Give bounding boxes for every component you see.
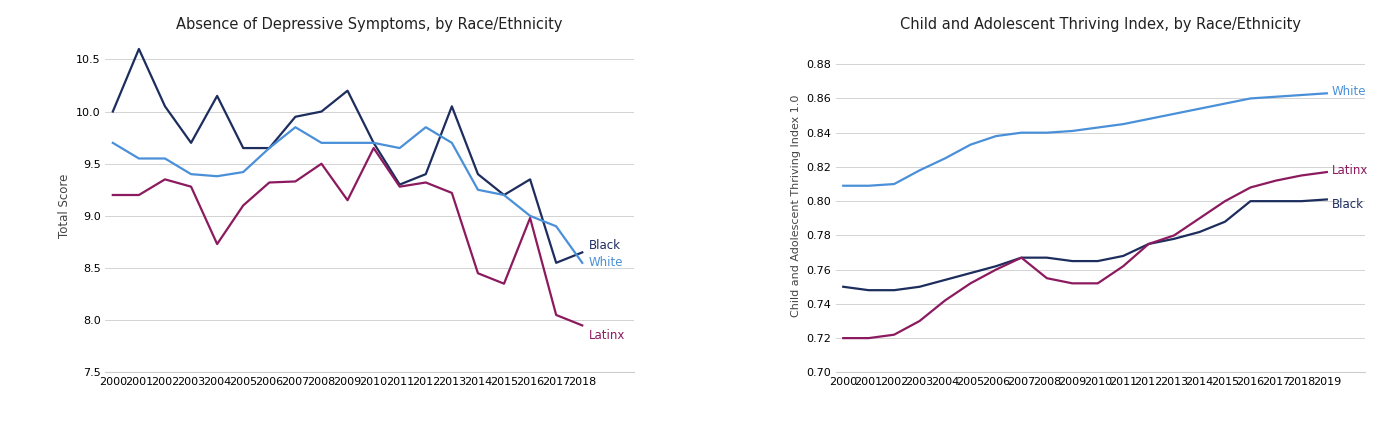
Y-axis label: Child and Adolescent Thriving Index 1.0: Child and Adolescent Thriving Index 1.0 bbox=[791, 94, 801, 317]
Title: Absence of Depressive Symptoms, by Race/Ethnicity: Absence of Depressive Symptoms, by Race/… bbox=[176, 17, 563, 32]
Text: Latinx: Latinx bbox=[589, 330, 626, 342]
Title: Child and Adolescent Thriving Index, by Race/Ethnicity: Child and Adolescent Thriving Index, by … bbox=[900, 17, 1301, 32]
Text: White: White bbox=[589, 256, 623, 269]
Text: White: White bbox=[1331, 85, 1366, 98]
Y-axis label: Total Score: Total Score bbox=[57, 173, 70, 238]
Text: Black: Black bbox=[589, 238, 620, 252]
Text: Black: Black bbox=[1331, 198, 1364, 211]
Text: Latinx: Latinx bbox=[1331, 164, 1368, 177]
